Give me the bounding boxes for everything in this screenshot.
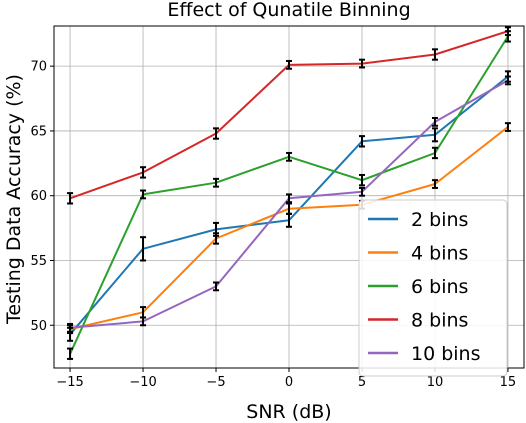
y-tick-label: 60 [30,189,47,204]
x-tick-label: −10 [129,375,156,390]
x-tick-label: 10 [427,375,444,390]
x-tick-label: −15 [56,375,83,390]
error-bars-8-bins [67,26,511,205]
x-tick-label: 15 [500,375,517,390]
legend-label-6-bins: 6 bins [411,276,468,298]
x-tick-label: −5 [206,375,225,390]
chart-title: Effect of Qunatile Binning [167,0,410,21]
legend-label-10-bins: 10 bins [411,343,481,365]
legend-label-4-bins: 4 bins [411,243,468,265]
x-axis-label: SNR (dB) [246,401,331,423]
y-tick-label: 70 [30,60,47,75]
y-tick-label: 65 [30,124,47,139]
y-tick-label: 55 [30,254,47,269]
legend-label-2-bins: 2 bins [411,209,468,231]
grid [54,26,524,368]
legend: 2 bins 4 bins 6 bins 8 bins 10 bins [358,199,508,377]
axis-ticks: −15 −10 −5 0 5 10 15 50 55 60 65 70 [30,60,516,390]
error-bars-10-bins [67,75,511,333]
x-tick-label: 0 [285,375,293,390]
y-axis-label: Testing Data Accuracy (%) [3,74,25,325]
error-bars-6-bins [67,30,511,360]
legend-label-8-bins: 8 bins [411,310,468,332]
x-tick-label: 5 [358,375,366,390]
y-tick-label: 50 [30,319,47,334]
plot-series [67,26,511,360]
legend-box [358,199,508,377]
